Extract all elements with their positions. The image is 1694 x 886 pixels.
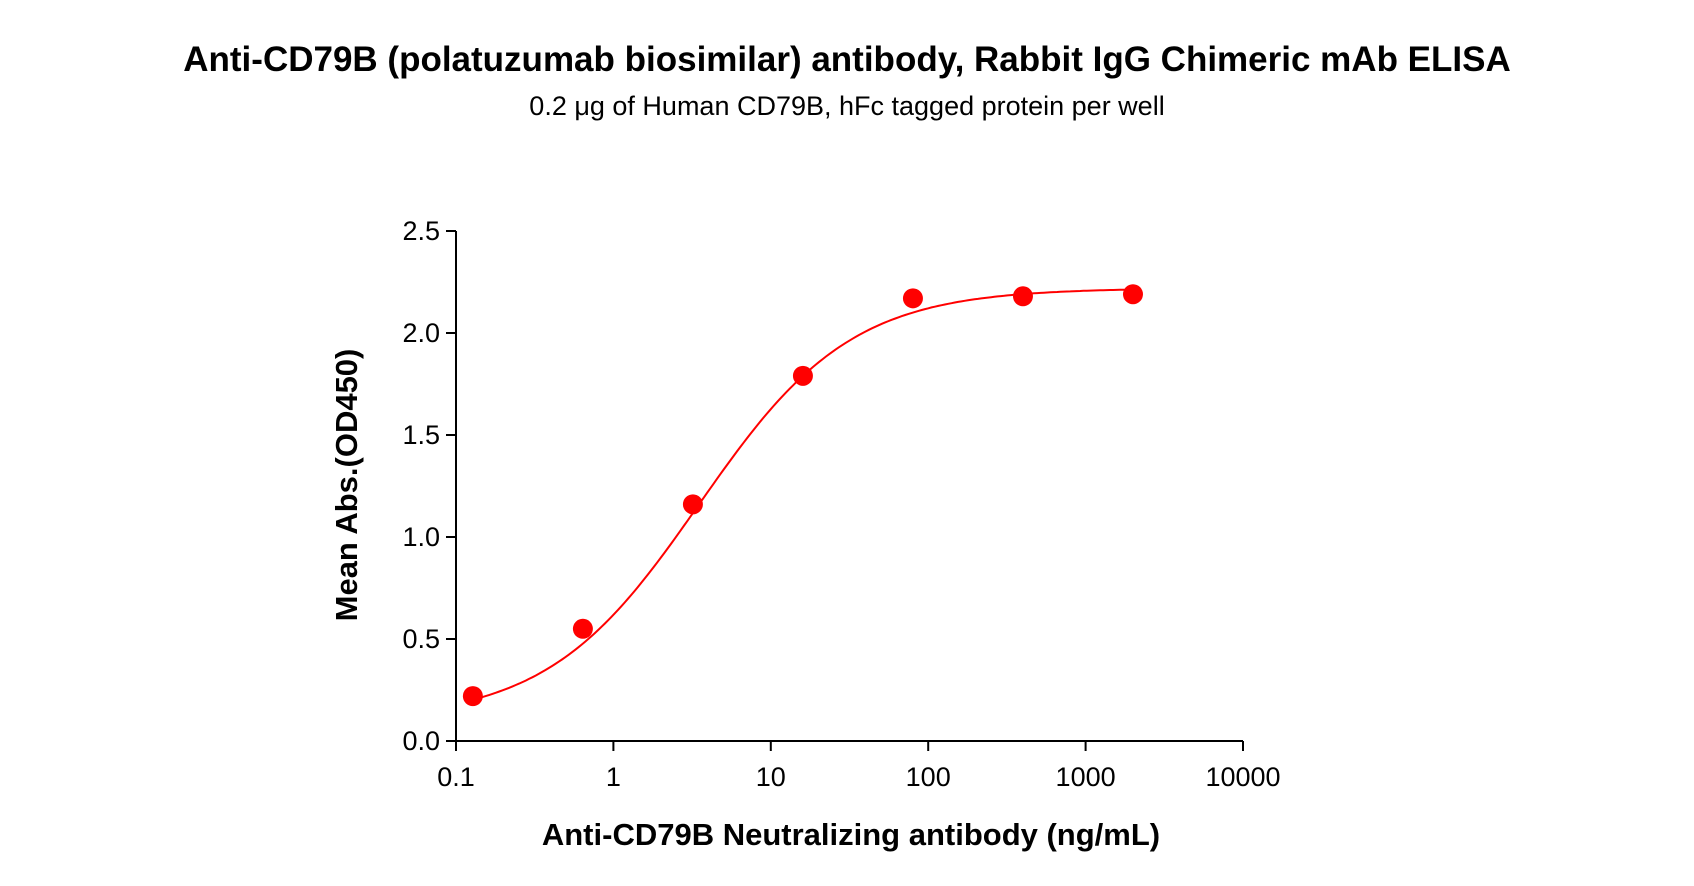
x-tick-label: 10000 — [1205, 762, 1280, 792]
y-axis-label: Mean Abs.(OD450) — [329, 349, 364, 622]
y-tick-label: 2.5 — [402, 216, 440, 246]
chart-subtitle: 0.2 μg of Human CD79B, hFc tagged protei… — [529, 91, 1165, 121]
y-tick-label: 1.0 — [402, 522, 440, 552]
x-tick-label: 0.1 — [437, 762, 475, 792]
data-point — [902, 288, 923, 309]
y-tick-label: 0.5 — [402, 624, 440, 654]
data-point — [1012, 286, 1033, 307]
x-tick-label: 100 — [906, 762, 951, 792]
x-axis-label: Anti-CD79B Neutralizing antibody (ng/mL) — [542, 817, 1160, 852]
x-tick-label: 1 — [606, 762, 621, 792]
data-point — [792, 365, 813, 386]
data-point — [572, 618, 593, 639]
x-tick-label: 10 — [756, 762, 786, 792]
x-tick-label: 1000 — [1056, 762, 1116, 792]
data-point — [1122, 284, 1143, 305]
data-point — [682, 494, 703, 515]
fit-curve — [472, 288, 1134, 701]
y-tick-label: 0.0 — [402, 726, 440, 756]
y-tick-label: 1.5 — [402, 420, 440, 450]
y-tick-label: 2.0 — [402, 318, 440, 348]
chart-title: Anti-CD79B (polatuzumab biosimilar) anti… — [183, 40, 1511, 79]
data-point — [462, 686, 483, 707]
axes: 0.0 0.5 1.0 1.5 2.0 2.5 0.1 1 10 100 1000 10000 — [402, 216, 1280, 792]
data-points — [462, 284, 1143, 707]
